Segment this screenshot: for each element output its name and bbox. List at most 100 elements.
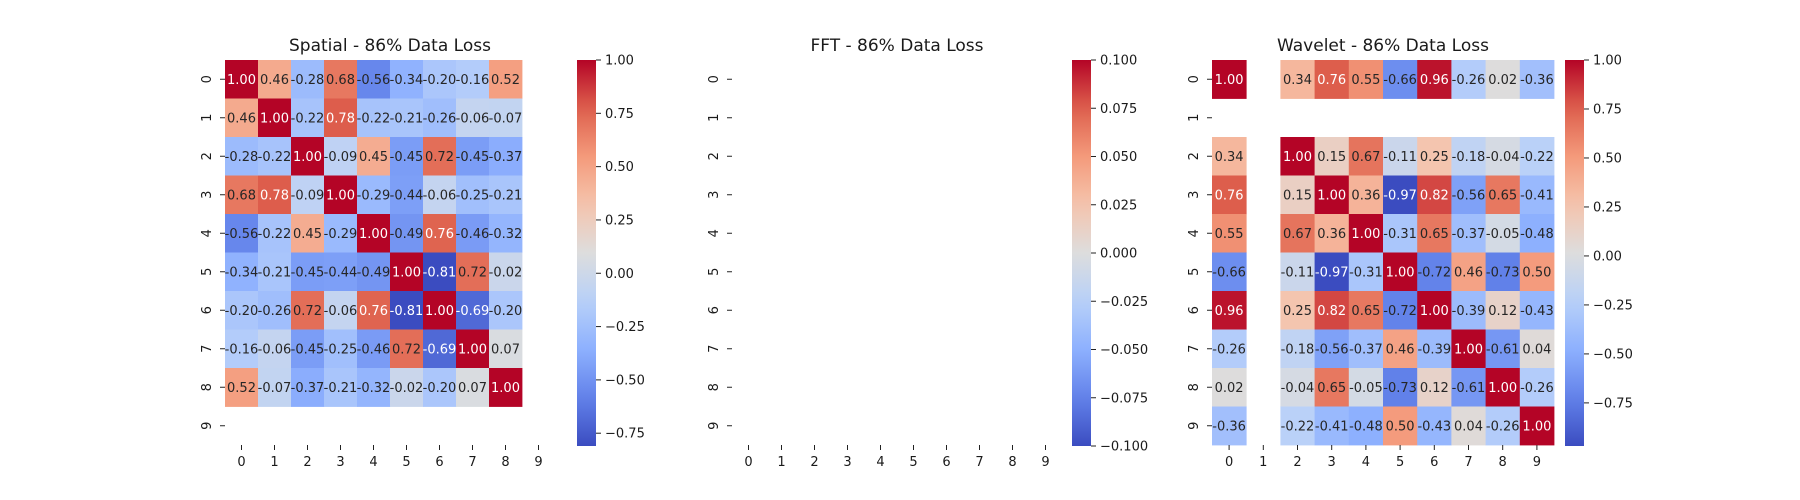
cell-value-label: 0.65 <box>1317 381 1346 396</box>
heatmap-cell <box>324 60 358 99</box>
colorbar-tick-label: 0.75 <box>605 107 634 122</box>
cell-value-label: -0.56 <box>1452 188 1486 203</box>
heatmap-cell <box>1519 368 1555 407</box>
cell-value-label: -0.26 <box>423 111 457 126</box>
cell-value-label: 0.45 <box>359 150 388 165</box>
cell-value-label: -0.56 <box>357 73 391 88</box>
cell-value-label: 1.00 <box>491 381 520 396</box>
heatmap-cell <box>324 137 358 176</box>
y-tick-label: 6 <box>707 306 722 314</box>
x-tick-label: 5 <box>909 455 917 470</box>
cell-value-label: 0.46 <box>227 111 256 126</box>
cell-value-label: 0.65 <box>1420 227 1449 242</box>
heatmap-cell <box>1485 175 1521 215</box>
heatmap-cell <box>1417 368 1452 407</box>
cell-value-label: 0.52 <box>491 73 520 88</box>
cell-value-label: -0.69 <box>456 304 490 319</box>
cell-value-label: -0.32 <box>489 227 523 242</box>
cell-value-label: 1.00 <box>1351 227 1380 242</box>
heatmap-cell <box>489 368 523 407</box>
heatmap-cell <box>456 60 490 99</box>
y-tick-label: 9 <box>1187 422 1202 430</box>
cell-value-label: 0.46 <box>260 73 289 88</box>
cell-value-label: 0.46 <box>1454 265 1483 280</box>
heatmap-cell <box>1348 252 1384 292</box>
y-tick-label: 2 <box>200 152 215 160</box>
heatmap-cell <box>357 137 391 176</box>
cell-value-label: -0.25 <box>456 188 490 203</box>
heatmap-cell <box>390 329 424 369</box>
heatmap-cell <box>357 175 391 215</box>
colorbar-tick-label: 0.25 <box>605 213 634 228</box>
x-tick-label: 2 <box>810 455 818 470</box>
cell-value-label: 0.78 <box>260 188 289 203</box>
heatmap-cell <box>258 214 292 253</box>
heatmap-cell <box>1280 137 1315 176</box>
y-tick-label: 2 <box>1187 152 1202 160</box>
x-tick-label: 7 <box>975 455 983 470</box>
cell-value-label: -0.11 <box>1281 265 1315 280</box>
heatmap-cell <box>357 214 391 253</box>
heatmap-cell <box>1280 329 1315 369</box>
heatmap-cell <box>489 291 523 330</box>
cell-value-label: 0.02 <box>1488 73 1517 88</box>
y-tick-label: 7 <box>707 345 722 353</box>
heatmap-cell <box>1383 175 1418 215</box>
colorbar-tick-label: −0.75 <box>605 427 645 442</box>
cell-value-label: 0.82 <box>1317 304 1346 319</box>
cell-value-label: 1.00 <box>1283 150 1312 165</box>
cell-value-label: 0.12 <box>1420 381 1449 396</box>
heatmap-cell <box>1417 406 1452 446</box>
cell-value-label: -0.34 <box>390 73 424 88</box>
heatmap-cell <box>1519 252 1555 292</box>
cell-value-label: -0.66 <box>1212 265 1246 280</box>
heatmap-cell <box>1212 329 1247 369</box>
heatmap-cell <box>456 291 490 330</box>
y-tick-label: 3 <box>1187 191 1202 199</box>
colorbar-tick-label: −0.100 <box>1100 440 1148 455</box>
cell-value-label: -0.81 <box>390 304 424 319</box>
cell-value-label: 1.00 <box>1522 419 1551 434</box>
cell-value-label: 1.00 <box>425 304 454 319</box>
heatmap-cell <box>1280 60 1315 99</box>
heatmap-cell <box>456 368 490 407</box>
heatmap-cell <box>291 60 325 99</box>
heatmap-cell <box>1348 175 1384 215</box>
cell-value-label: -0.29 <box>357 188 391 203</box>
colorbar <box>1565 60 1584 446</box>
x-tick-label: 0 <box>744 455 752 470</box>
heatmap-cell <box>1280 252 1315 292</box>
cell-value-label: 0.72 <box>392 342 421 357</box>
heatmap-cell <box>1519 291 1555 330</box>
cell-value-label: -0.31 <box>1349 265 1383 280</box>
cell-value-label: -0.34 <box>225 265 259 280</box>
cell-value-label: -0.21 <box>390 111 424 126</box>
y-tick-label: 1 <box>707 114 722 122</box>
heatmap-cell <box>1417 137 1452 176</box>
heatmap-cell <box>258 329 292 369</box>
heatmap-cell <box>456 137 490 176</box>
y-tick-label: 7 <box>1187 345 1202 353</box>
y-tick-label: 3 <box>200 191 215 199</box>
cell-value-label: -0.43 <box>1417 419 1451 434</box>
heatmap-cell <box>423 137 457 176</box>
cell-value-label: -0.06 <box>258 342 292 357</box>
heatmap-cell <box>1485 214 1521 253</box>
cell-value-label: 0.72 <box>293 304 322 319</box>
heatmap-cell <box>258 291 292 330</box>
cell-value-label: -0.26 <box>1520 381 1554 396</box>
y-tick-label: 0 <box>707 75 722 83</box>
heatmap-cell <box>1451 137 1486 176</box>
heatmap-cell <box>324 291 358 330</box>
cell-value-label: 0.78 <box>326 111 355 126</box>
heatmap-cell <box>1348 368 1384 407</box>
heatmap-cell <box>357 98 391 138</box>
y-tick-label: 5 <box>200 268 215 276</box>
cell-value-label: -0.49 <box>357 265 391 280</box>
heatmap-cell <box>258 60 292 99</box>
x-tick-label: 4 <box>876 455 884 470</box>
heatmap-cell <box>1417 329 1452 369</box>
heatmap-cell <box>1485 291 1521 330</box>
